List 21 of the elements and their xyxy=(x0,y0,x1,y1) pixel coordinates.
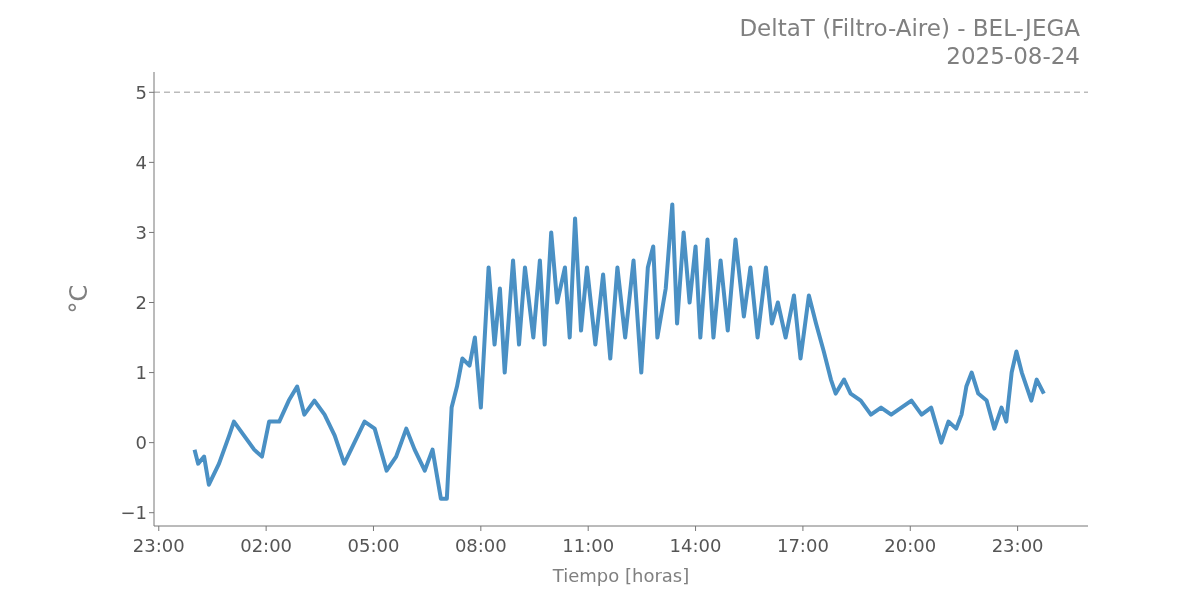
chart-subtitle: 2025-08-24 xyxy=(945,42,1080,70)
y-axis-title: °C xyxy=(64,284,93,314)
x-axis-title: Tiempo [horas] xyxy=(551,565,690,586)
x-tick-label: 08:00 xyxy=(454,534,507,556)
y-tick-label: 1 xyxy=(135,361,147,383)
x-tick-label: 23:00 xyxy=(991,534,1044,556)
y-tick-label: 2 xyxy=(135,291,147,313)
y-tick-label: 5 xyxy=(135,81,147,103)
y-tick-label: 3 xyxy=(135,221,147,243)
x-tick-label: 05:00 xyxy=(347,534,400,556)
chart-title: DeltaT (Filtro-Aire) - BEL-JEGA xyxy=(739,14,1080,42)
x-tick-label: 14:00 xyxy=(669,534,722,556)
x-tick-label: 17:00 xyxy=(776,534,829,556)
x-tick-label: 02:00 xyxy=(240,534,293,556)
y-tick-label: −1 xyxy=(120,502,147,524)
y-tick-label: 0 xyxy=(135,432,147,454)
y-tick-label: 4 xyxy=(135,151,147,173)
x-tick-label: 11:00 xyxy=(562,534,615,556)
x-tick-label: 20:00 xyxy=(884,534,937,556)
line-series xyxy=(192,202,1046,501)
x-tick-label: 23:00 xyxy=(132,534,185,556)
